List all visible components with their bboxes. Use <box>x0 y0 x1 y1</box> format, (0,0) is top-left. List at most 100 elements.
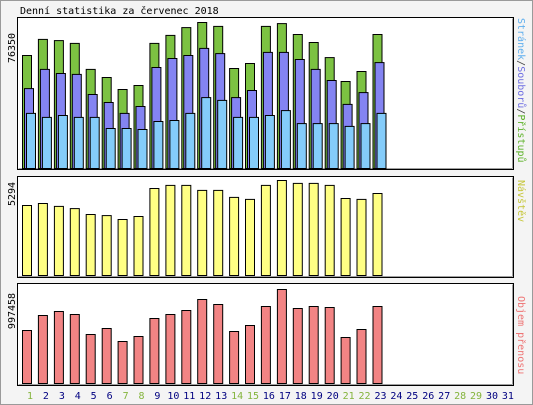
day-label-28: 28 <box>454 391 466 402</box>
day-label-31: 31 <box>502 391 514 402</box>
bar-stranek-day-10 <box>169 120 180 169</box>
bar-objem-prenosu-day-8 <box>133 336 144 384</box>
bar-objem-prenosu-day-5 <box>85 334 96 384</box>
day-label-17: 17 <box>279 391 291 402</box>
bar-stranek-day-4 <box>73 116 84 169</box>
bar-navstev-day-14 <box>229 196 240 276</box>
bar-navstev-day-21 <box>340 198 351 276</box>
bar-stranek-day-5 <box>89 116 100 169</box>
day-label-5: 5 <box>91 391 97 402</box>
y-max-label-hits: 76350 <box>7 33 18 63</box>
bar-stranek-day-19 <box>312 123 323 169</box>
bar-navstev-day-3 <box>53 205 64 276</box>
bar-objem-prenosu-day-7 <box>117 341 128 384</box>
bar-stranek-day-16 <box>264 115 275 169</box>
day-label-14: 14 <box>231 391 243 402</box>
day-label-20: 20 <box>327 391 339 402</box>
bar-stranek-day-20 <box>328 123 339 169</box>
bar-objem-prenosu-day-16 <box>260 306 271 384</box>
day-label-25: 25 <box>406 391 418 402</box>
bar-navstev-day-9 <box>149 188 160 276</box>
day-label-19: 19 <box>311 391 323 402</box>
bar-navstev-day-22 <box>356 198 367 276</box>
bar-objem-prenosu-day-15 <box>245 325 255 384</box>
bar-objem-prenosu-day-3 <box>53 311 64 384</box>
bar-navstev-day-4 <box>69 208 80 277</box>
bar-objem-prenosu-day-4 <box>69 314 80 384</box>
day-label-11: 11 <box>183 391 195 402</box>
legend-pages: Stránek <box>515 18 527 60</box>
bar-stranek-day-18 <box>296 123 307 169</box>
bar-objem-prenosu-day-2 <box>37 315 48 384</box>
bar-objem-prenosu-day-6 <box>101 328 112 384</box>
bar-stranek-day-7 <box>121 128 132 169</box>
bar-stranek-day-8 <box>137 129 148 169</box>
bar-stranek-day-1 <box>26 112 36 169</box>
bar-navstev-day-17 <box>276 180 287 276</box>
bar-navstev-day-7 <box>117 219 128 276</box>
bar-objem-prenosu-day-19 <box>308 306 319 384</box>
bar-objem-prenosu-day-22 <box>356 329 367 384</box>
bar-stranek-day-15 <box>249 116 259 169</box>
bar-objem-prenosu-day-11 <box>181 310 192 384</box>
bars-layer <box>22 22 387 384</box>
bar-navstev-day-16 <box>260 184 271 276</box>
bar-navstev-day-13 <box>213 189 224 276</box>
bar-objem-prenosu-day-14 <box>229 331 240 384</box>
bar-navstev-day-2 <box>37 203 48 276</box>
day-label-16: 16 <box>263 391 275 402</box>
day-label-13: 13 <box>215 391 227 402</box>
bar-stranek-day-6 <box>105 128 116 169</box>
bar-stranek-day-17 <box>280 110 291 169</box>
legend-volume: Objem přenosu <box>515 296 527 374</box>
bar-navstev-day-12 <box>197 189 208 276</box>
day-label-1: 1 <box>27 391 33 402</box>
bar-stranek-day-12 <box>201 97 212 169</box>
bar-objem-prenosu-day-21 <box>340 337 351 384</box>
y-max-label-visits: 5294 <box>7 182 18 206</box>
bar-navstev-day-18 <box>292 182 303 276</box>
bar-navstev-day-1 <box>22 205 32 276</box>
day-label-3: 3 <box>59 391 65 402</box>
legend-files: Souborů <box>515 66 527 108</box>
legend-hits-files-pages: Stránek/Souborů/Přístupů <box>515 18 527 163</box>
day-label-22: 22 <box>358 391 370 402</box>
bar-navstev-day-6 <box>101 215 112 277</box>
day-label-30: 30 <box>486 391 498 402</box>
bar-navstev-day-15 <box>245 198 255 276</box>
day-label-10: 10 <box>167 391 179 402</box>
bar-navstev-day-20 <box>324 184 335 276</box>
bar-stranek-day-14 <box>233 116 244 169</box>
bar-stranek-day-3 <box>57 115 68 169</box>
bar-stranek-day-23 <box>376 112 387 169</box>
legend-hits: Přístupů <box>515 114 527 162</box>
day-label-7: 7 <box>123 391 129 402</box>
bar-navstev-day-5 <box>85 214 96 276</box>
bar-navstev-day-10 <box>165 184 176 276</box>
bar-objem-prenosu-day-17 <box>276 289 287 384</box>
day-label-6: 6 <box>107 391 113 402</box>
bar-stranek-day-9 <box>153 121 164 169</box>
bar-stranek-day-21 <box>344 125 355 169</box>
day-label-15: 15 <box>247 391 259 402</box>
day-label-4: 4 <box>75 391 81 402</box>
day-label-24: 24 <box>390 391 402 402</box>
legend-separator: / <box>515 60 526 66</box>
day-label-23: 23 <box>374 391 386 402</box>
bar-objem-prenosu-day-20 <box>324 307 335 384</box>
bar-stranek-day-13 <box>217 99 228 169</box>
x-axis-day-labels: 1 2 3 4 5 6 7 8 9 10 11 12 13 14 15 16 17 18 19 20 21 22 23 24 2… <box>27 391 514 402</box>
day-label-26: 26 <box>422 391 434 402</box>
bar-stranek-day-22 <box>360 123 371 169</box>
day-label-8: 8 <box>138 391 144 402</box>
bar-objem-prenosu-day-9 <box>149 318 160 384</box>
bar-navstev-day-19 <box>308 182 319 276</box>
bar-objem-prenosu-day-23 <box>372 306 383 384</box>
bar-navstev-day-11 <box>181 184 192 276</box>
bar-navstev-day-23 <box>372 193 383 276</box>
day-label-27: 27 <box>438 391 450 402</box>
legend-separator: / <box>515 108 526 114</box>
bar-stranek-day-11 <box>185 112 196 169</box>
bar-navstev-day-8 <box>133 216 144 276</box>
